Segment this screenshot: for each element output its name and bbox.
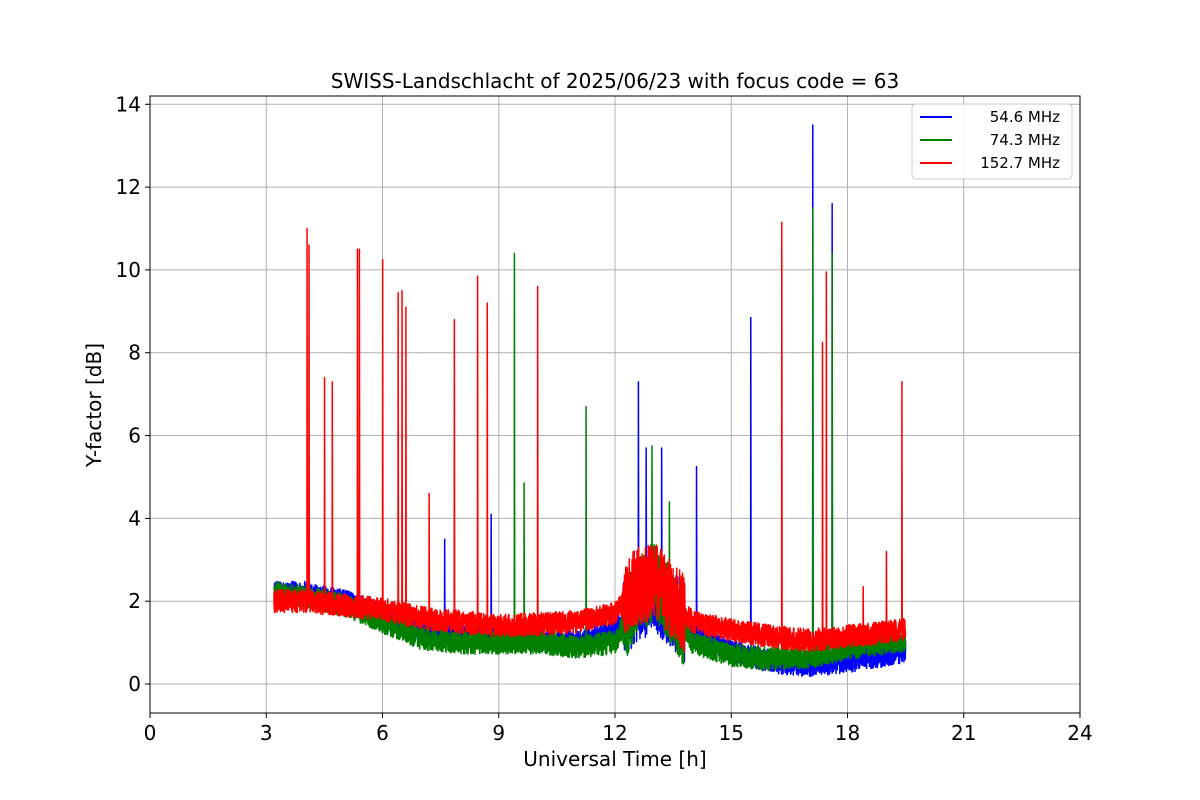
- x-tick-label: 21: [951, 721, 976, 745]
- y-axis: 0 2 4 6 8 10 12 14: [116, 92, 150, 696]
- legend: 54.6 MHz 74.3 MHz 152.7 MHz: [911, 103, 1073, 180]
- x-tick-label: 15: [719, 721, 744, 745]
- legend-box: [911, 103, 1073, 180]
- y-tick-label: 2: [128, 589, 141, 613]
- legend-label-152-7-mhz: 152.7 MHz: [980, 154, 1060, 172]
- y-tick-label: 0: [128, 672, 141, 696]
- x-axis: 0 3 6 9 12 15 18 21 24: [144, 713, 1093, 745]
- y-tick-label: 4: [128, 506, 141, 530]
- y-tick-label: 6: [128, 424, 141, 448]
- x-tick-label: 0: [144, 721, 157, 745]
- x-tick-label: 6: [376, 721, 389, 745]
- x-axis-label: Universal Time [h]: [523, 747, 706, 771]
- chart-title: SWISS-Landschlacht of 2025/06/23 with fo…: [331, 69, 899, 93]
- x-tick-label: 24: [1067, 721, 1092, 745]
- y-tick-label: 8: [128, 341, 141, 365]
- x-tick-label: 12: [602, 721, 627, 745]
- legend-label-54-6-mhz: 54.6 MHz: [990, 108, 1060, 126]
- legend-label-74-3-mhz: 74.3 MHz: [990, 131, 1060, 149]
- x-tick-label: 3: [260, 721, 273, 745]
- x-tick-label: 18: [835, 721, 860, 745]
- y-axis-label: Y-factor [dB]: [82, 343, 106, 468]
- plot-area: [273, 124, 907, 678]
- y-tick-label: 14: [116, 92, 141, 116]
- y-tick-label: 10: [116, 258, 141, 282]
- series-line-74-3-mhz: [273, 207, 907, 672]
- series-line-54-6-mhz: [273, 124, 907, 678]
- y-tick-label: 12: [116, 175, 141, 199]
- series-line-152-7-mhz: [273, 221, 907, 653]
- x-tick-label: 9: [492, 721, 505, 745]
